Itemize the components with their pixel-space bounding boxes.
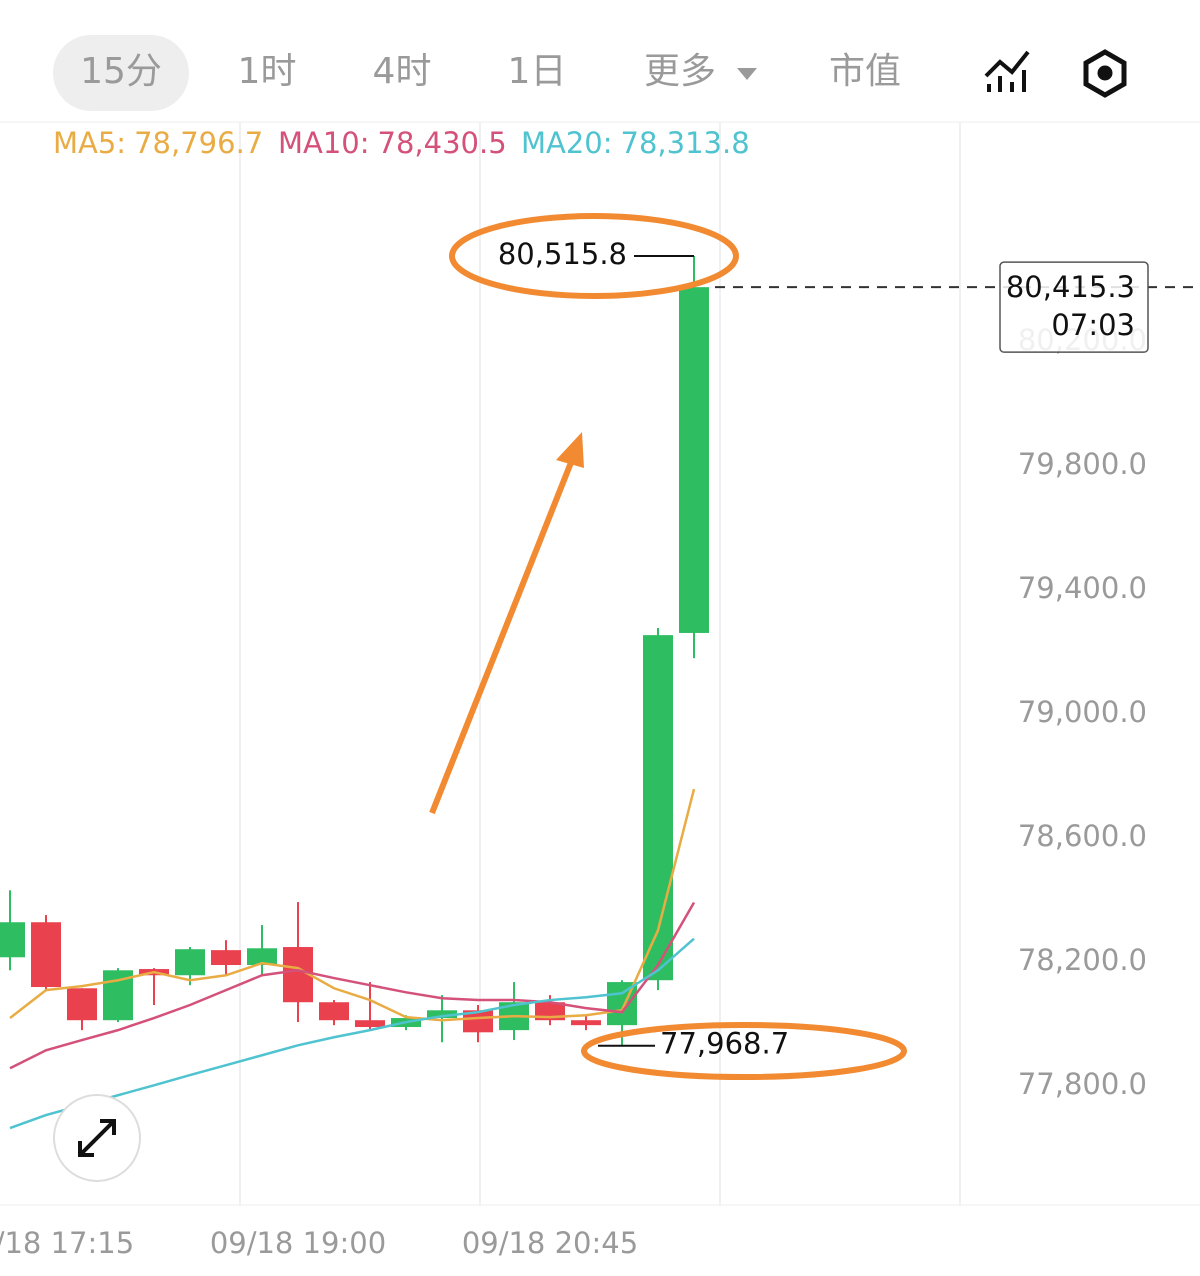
- active-tab-bg: [53, 35, 189, 111]
- y-tick-label: 78,600.0: [1018, 819, 1147, 853]
- overlay: 77,800.0 78,200.0 78,600.0 79,000.0 79,400.0…: [0, 126, 1200, 1260]
- legend-entry: MA20: 78,313.8: [521, 126, 750, 160]
- ma-line: [9, 937, 695, 1130]
- y-tick-label: 77,800.0: [1018, 1067, 1147, 1101]
- tab[interactable]: 4时: [373, 51, 432, 92]
- y-tick-label: 78,200.0: [1018, 943, 1147, 977]
- price-box: [999, 261, 1149, 353]
- x-tick-label: 09/18 20:45: [462, 1226, 638, 1260]
- toolbar: 15分 1时 4时 1日 更多 市值: [80, 51, 901, 92]
- legend-value: 78,430.5: [378, 126, 507, 160]
- candle-body: [355, 1020, 385, 1028]
- candle-body: [571, 1020, 601, 1026]
- high-label: 80,515.8: [498, 237, 627, 271]
- legend-name: MA20:: [521, 126, 613, 160]
- y-tick-label: 79,800.0: [1018, 447, 1147, 481]
- ma-line: [9, 901, 696, 1070]
- legend-name: MA10:: [278, 126, 370, 160]
- legend-name: MA5:: [53, 126, 126, 160]
- dropdown-arrow: [737, 68, 757, 80]
- x-tick-label: 09/18 19:00: [210, 1226, 386, 1260]
- candle-body: [643, 635, 673, 981]
- candle-body: [679, 287, 709, 633]
- tab[interactable]: 1日: [508, 51, 567, 92]
- candle-body: [67, 988, 97, 1021]
- y-tick-label: 79,000.0: [1018, 695, 1147, 729]
- candle-body: [427, 1010, 457, 1019]
- legend-value: 78,796.7: [134, 126, 263, 160]
- settings-icon[interactable]: [1083, 49, 1127, 98]
- candle-body: [31, 922, 61, 988]
- legend-value: 78,313.8: [621, 126, 750, 160]
- candle-body: [175, 949, 205, 976]
- countdown: 07:03: [1051, 308, 1135, 342]
- tab[interactable]: 15分: [80, 51, 162, 92]
- legend-entry: MA10: 78,430.5: [278, 126, 507, 160]
- expand-button[interactable]: [53, 1094, 141, 1182]
- candle-body: [247, 948, 277, 966]
- last-price-label: 80,415.3: [1006, 270, 1135, 304]
- candle-body: [0, 922, 25, 958]
- candle-body: [211, 950, 241, 966]
- ma-line: [9, 788, 696, 1022]
- candle-body: [463, 1010, 493, 1033]
- tab[interactable]: 1时: [238, 51, 297, 92]
- tab[interactable]: 市值: [829, 51, 901, 92]
- candle-body: [319, 1002, 349, 1021]
- annotation-shapes: [429, 213, 907, 1080]
- legend-entry: MA5: 78,796.7: [53, 126, 263, 160]
- y-tick-label: 79,400.0: [1018, 571, 1147, 605]
- plot: [0, 256, 709, 1130]
- tab[interactable]: 更多: [644, 51, 716, 92]
- low-label: 77,968.7: [660, 1027, 789, 1061]
- indicator-icon[interactable]: [984, 50, 1030, 92]
- x-tick-label: 09/18 17:15: [0, 1226, 134, 1260]
